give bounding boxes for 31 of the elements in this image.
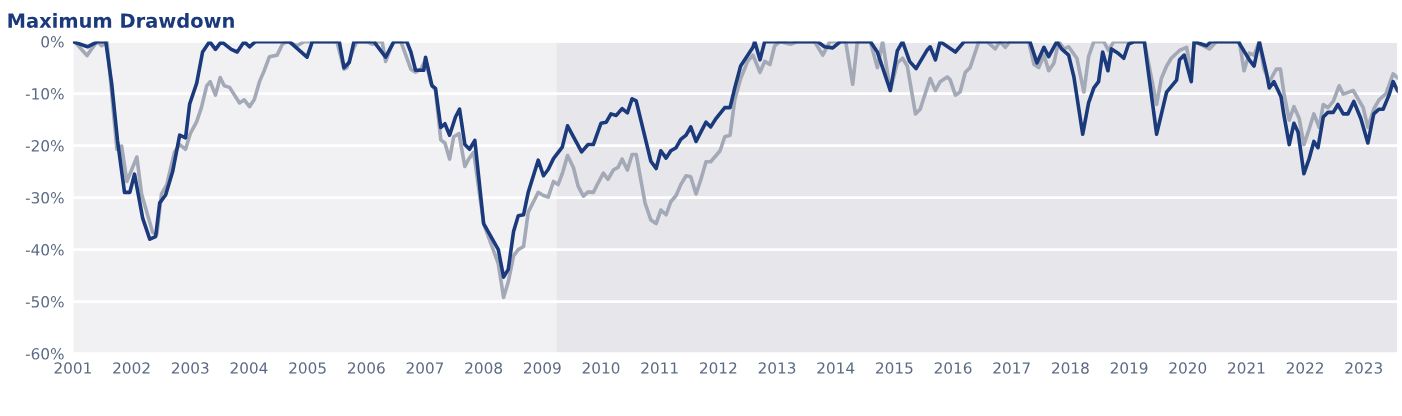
x-tick-label: 2003 [171, 362, 209, 374]
x-tick-label: 2016 [934, 362, 972, 374]
x-tick-label: 2005 [289, 362, 326, 374]
x-tick-label: 2013 [758, 362, 796, 374]
x-tick-label: 2020 [1169, 362, 1207, 374]
y-tick-label: -20% [25, 140, 64, 152]
x-tick-label: 2002 [113, 362, 150, 374]
y-tick-label: 0% [41, 36, 64, 48]
y-tick-label: -10% [25, 88, 64, 100]
x-tick-label: 2008 [465, 362, 503, 374]
y-tick-label: -60% [25, 348, 64, 360]
x-tick-label: 2006 [347, 362, 385, 374]
x-tick-label: 2014 [817, 362, 855, 374]
x-tick-label: 2023 [1345, 362, 1382, 374]
y-tick-label: -40% [25, 244, 64, 256]
x-tick-label: 2017 [993, 362, 1030, 374]
x-tick-label: 2015 [876, 362, 913, 374]
y-tick-label: -30% [25, 192, 64, 204]
x-tick-label: 2007 [406, 362, 444, 374]
x-tick-label: 2001 [54, 362, 91, 374]
x-tick-label: 2022 [1286, 362, 1323, 374]
x-tick-label: 2012 [700, 362, 737, 374]
x-tick-label: 2018 [1052, 362, 1089, 374]
x-tick-label: 2009 [523, 362, 561, 374]
x-tick-label: 2004 [230, 362, 268, 374]
y-tick-label: -50% [25, 296, 64, 308]
x-tick-label: 2011 [641, 362, 678, 374]
x-tick-label: 2010 [582, 362, 620, 374]
x-tick-label: 2019 [1110, 362, 1148, 374]
chart-title: Maximum Drawdown [8, 12, 234, 28]
x-tick-label: 2021 [1228, 362, 1265, 374]
